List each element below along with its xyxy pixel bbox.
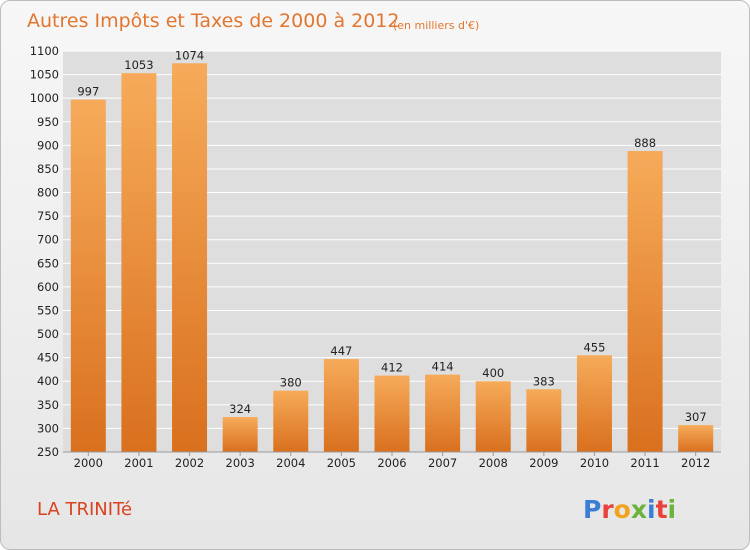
data-label: 1053 xyxy=(124,58,153,72)
y-tick-label: 800 xyxy=(37,186,59,200)
x-tick-label: 2010 xyxy=(580,456,609,470)
x-tick-label: 2009 xyxy=(529,456,558,470)
x-tick-label: 2004 xyxy=(276,456,305,470)
x-tick-label: 2003 xyxy=(226,456,255,470)
bar-2001 xyxy=(121,73,157,452)
x-tick-label: 2000 xyxy=(74,456,103,470)
data-label: 1074 xyxy=(175,48,204,62)
bar-2006 xyxy=(374,375,410,452)
bar-2002 xyxy=(172,63,208,453)
y-tick-label: 300 xyxy=(37,421,59,435)
data-labels: 997 1053 1074 324 380 447 412 414 400 383 455 888 30… xyxy=(77,48,706,424)
y-tick-label: 350 xyxy=(37,398,59,412)
bar-2010 xyxy=(576,355,612,452)
chart-subtitle: (en milliers d'€) xyxy=(393,19,479,32)
y-tick-label: 950 xyxy=(37,115,59,129)
data-label: 383 xyxy=(533,374,555,388)
y-tick-label: 700 xyxy=(37,233,59,247)
bar-2008 xyxy=(475,381,511,452)
bar-2005 xyxy=(323,359,359,452)
bar-2007 xyxy=(425,374,461,452)
bar-2000 xyxy=(70,99,106,452)
logo-letter: i xyxy=(668,495,677,524)
logo-letter: P xyxy=(583,495,601,524)
logo-letter: t xyxy=(656,495,668,524)
y-axis: 250 300 350 400 450 500 550 600 650 700 750 800 850 9… xyxy=(30,44,59,459)
y-tick-label: 1100 xyxy=(30,44,59,58)
bar-2004 xyxy=(273,390,309,452)
x-axis: 2000 2001 2002 2003 2004 2005 2006 2007 2008 2009… xyxy=(63,451,721,470)
x-tick-label: 2001 xyxy=(124,456,153,470)
x-tick-label: 2005 xyxy=(327,456,356,470)
x-tick-label: 2007 xyxy=(428,456,457,470)
proxiti-logo: Proxiti xyxy=(583,495,676,524)
logo-letter: i xyxy=(647,495,656,524)
y-tick-label: 600 xyxy=(37,280,59,294)
x-tick-label: 2002 xyxy=(175,456,204,470)
data-label: 307 xyxy=(685,410,707,424)
commune-name: LA TRINITé xyxy=(37,499,132,520)
chart-title: Autres Impôts et Taxes de 2000 à 2012 xyxy=(27,10,400,32)
bars xyxy=(70,63,714,453)
data-label: 447 xyxy=(330,344,352,358)
bar-2011 xyxy=(627,151,663,453)
data-label: 412 xyxy=(381,361,403,375)
data-label: 414 xyxy=(432,360,454,374)
y-tick-label: 1050 xyxy=(30,68,59,82)
data-label: 997 xyxy=(77,85,99,99)
y-tick-label: 500 xyxy=(37,327,59,341)
bar-2012 xyxy=(678,425,714,452)
data-label: 324 xyxy=(229,402,251,416)
logo-letter: x xyxy=(631,495,647,524)
y-tick-label: 1000 xyxy=(30,91,59,105)
y-tick-label: 750 xyxy=(37,209,59,223)
y-tick-label: 250 xyxy=(37,445,59,459)
bar-2003 xyxy=(222,417,258,452)
x-tick-label: 2012 xyxy=(681,456,710,470)
logo-letter: r xyxy=(601,495,614,524)
bar-2009 xyxy=(526,389,562,452)
y-tick-label: 650 xyxy=(37,256,59,270)
x-tick-label: 2006 xyxy=(377,456,406,470)
y-tick-label: 450 xyxy=(37,351,59,365)
data-label: 888 xyxy=(634,136,656,150)
y-tick-label: 900 xyxy=(37,138,59,152)
y-tick-label: 400 xyxy=(37,374,59,388)
logo-letter: o xyxy=(614,495,631,524)
x-tick-label: 2011 xyxy=(630,456,659,470)
y-tick-label: 550 xyxy=(37,303,59,317)
data-label: 455 xyxy=(583,340,605,354)
y-tick-label: 850 xyxy=(37,162,59,176)
data-label: 400 xyxy=(482,366,504,380)
x-tick-label: 2008 xyxy=(479,456,508,470)
data-label: 380 xyxy=(280,376,302,390)
